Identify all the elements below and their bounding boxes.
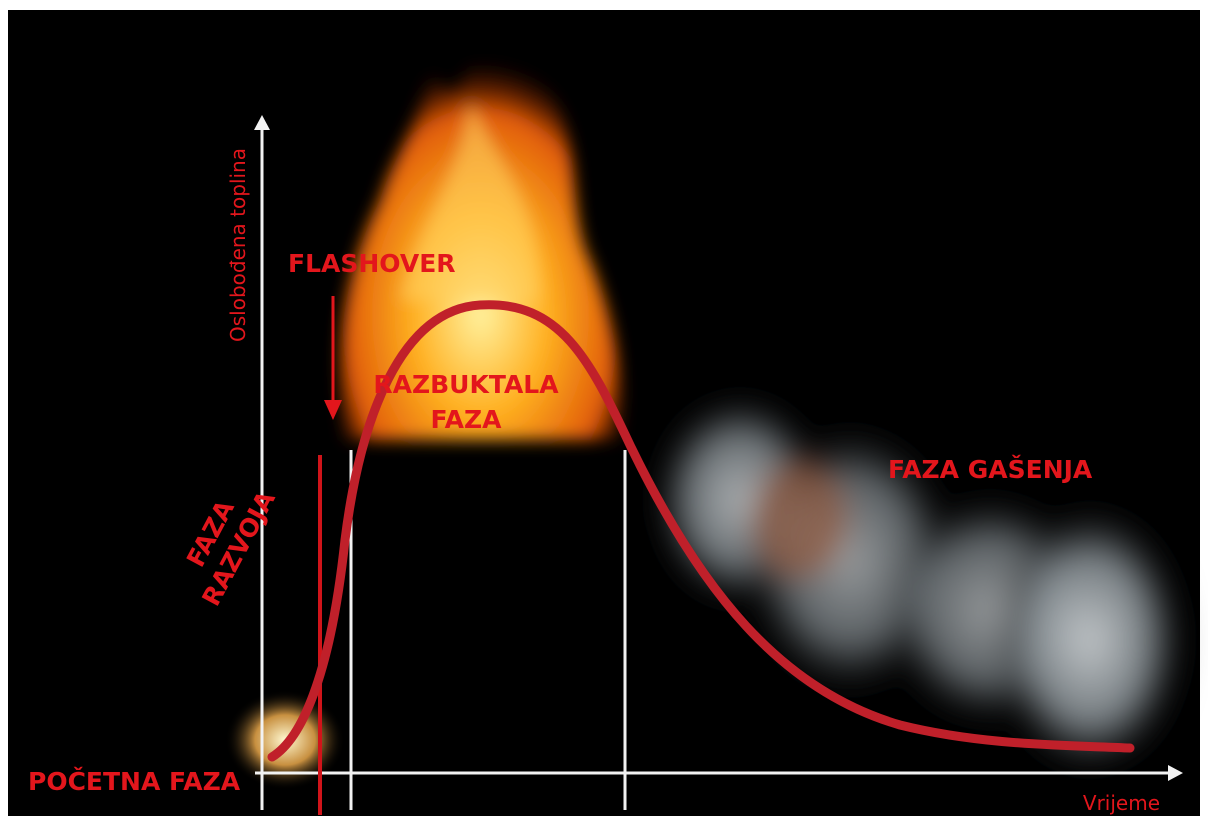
phase-label: RAZBUKTALA bbox=[373, 370, 559, 399]
smoke bbox=[650, 390, 1190, 780]
flashover-arrow bbox=[324, 296, 342, 420]
phase-label: FAZA GAŠENJA bbox=[888, 454, 1093, 484]
phase-label: FAZA bbox=[430, 405, 502, 434]
phase-label: POČETNA FAZA bbox=[28, 766, 241, 796]
y-arrow bbox=[254, 115, 270, 130]
y-axis-label: Oslobođena toplina bbox=[226, 148, 250, 342]
phase-label: FLASHOVER bbox=[288, 249, 456, 278]
x-axis-label: Vrijeme bbox=[1083, 791, 1160, 815]
x-arrow bbox=[1168, 765, 1183, 781]
heat-curve bbox=[267, 300, 1135, 762]
axes bbox=[254, 115, 1183, 810]
flames bbox=[339, 20, 622, 440]
